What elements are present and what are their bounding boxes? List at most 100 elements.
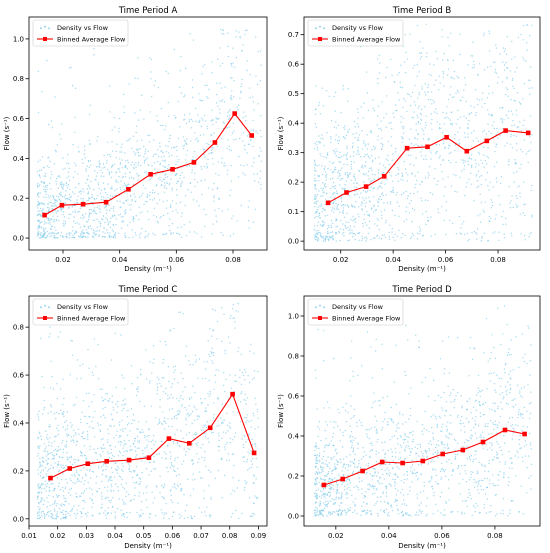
scatter-point (164, 428, 165, 429)
scatter-point (464, 513, 465, 514)
scatter-point (194, 231, 195, 232)
scatter-point (73, 430, 74, 431)
scatter-point (379, 163, 380, 164)
scatter-point (485, 160, 486, 161)
scatter-point (430, 123, 431, 124)
scatter-point (195, 121, 196, 122)
scatter-point (406, 191, 407, 192)
scatter-point (391, 128, 392, 129)
scatter-point (92, 204, 93, 205)
scatter-point (136, 173, 137, 174)
scatter-point (104, 417, 105, 418)
scatter-point (169, 156, 170, 157)
scatter-point (204, 398, 205, 399)
scatter-point (211, 499, 212, 500)
scatter-point (327, 231, 328, 232)
scatter-point (136, 388, 137, 389)
scatter-point (184, 449, 185, 450)
scatter-point (498, 474, 499, 475)
scatter-point (131, 408, 132, 409)
scatter-point (195, 108, 196, 109)
scatter-point (44, 221, 45, 222)
scatter-point (51, 513, 52, 514)
scatter-point (69, 515, 70, 516)
scatter-point (442, 59, 443, 60)
scatter-point (71, 475, 72, 476)
y-tick-label: 0.0 (13, 235, 24, 243)
scatter-point (314, 180, 315, 181)
scatter-point (67, 154, 68, 155)
scatter-point (242, 457, 243, 458)
legend-line-marker (43, 316, 47, 320)
scatter-point (357, 151, 358, 152)
scatter-point (191, 192, 192, 193)
scatter-point (110, 484, 111, 485)
scatter-point (245, 120, 246, 121)
scatter-point (179, 126, 180, 127)
scatter-point (435, 153, 436, 154)
scatter-point (96, 452, 97, 453)
scatter-point (356, 154, 357, 155)
scatter-point (156, 486, 157, 487)
scatter-point (53, 450, 54, 451)
scatter-point (388, 470, 389, 471)
scatter-point (128, 140, 129, 141)
scatter-point (448, 160, 449, 161)
scatter-point (404, 479, 405, 480)
scatter-point (118, 442, 119, 443)
scatter-point (49, 487, 50, 488)
scatter-point (231, 90, 232, 91)
binned-average-marker (249, 133, 254, 138)
scatter-point (378, 157, 379, 158)
scatter-point (45, 222, 46, 223)
scatter-point (176, 203, 177, 204)
scatter-point (108, 401, 109, 402)
y-tick-label: 0.1 (288, 208, 299, 216)
scatter-point (507, 36, 508, 37)
scatter-point (98, 184, 99, 185)
scatter-point (376, 451, 377, 452)
scatter-point (409, 139, 410, 140)
scatter-point (317, 237, 318, 238)
scatter-point (391, 175, 392, 176)
scatter-point (504, 51, 505, 52)
scatter-point (523, 59, 524, 60)
scatter-point (161, 509, 162, 510)
scatter-point (341, 198, 342, 199)
scatter-point (65, 202, 66, 203)
scatter-point (512, 78, 513, 79)
scatter-point (157, 387, 158, 388)
scatter-point (221, 162, 222, 163)
scatter-point (98, 425, 99, 426)
scatter-point (430, 192, 431, 193)
scatter-point (112, 507, 113, 508)
scatter-point (94, 436, 95, 437)
scatter-point (134, 154, 135, 155)
scatter-point (460, 177, 461, 178)
scatter-point (104, 167, 105, 168)
scatter-point (190, 182, 191, 183)
scatter-point (327, 474, 328, 475)
scatter-point (56, 494, 57, 495)
scatter-point (117, 473, 118, 474)
scatter-point (119, 437, 120, 438)
scatter-point (164, 160, 165, 161)
scatter-point (190, 140, 191, 141)
scatter-point (369, 485, 370, 486)
scatter-point (60, 331, 61, 332)
scatter-point (70, 426, 71, 427)
scatter-point (322, 138, 323, 139)
scatter-point (322, 190, 323, 191)
scatter-point (125, 237, 126, 238)
scatter-point (184, 145, 185, 146)
scatter-point (141, 228, 142, 229)
scatter-point (39, 433, 40, 434)
scatter-point (522, 461, 523, 462)
scatter-point (159, 453, 160, 454)
scatter-point (340, 161, 341, 162)
x-tick-label: 0.08 (490, 256, 506, 264)
scatter-point (121, 227, 122, 228)
scatter-point (426, 56, 427, 57)
scatter-point (162, 201, 163, 202)
scatter-point (367, 510, 368, 511)
